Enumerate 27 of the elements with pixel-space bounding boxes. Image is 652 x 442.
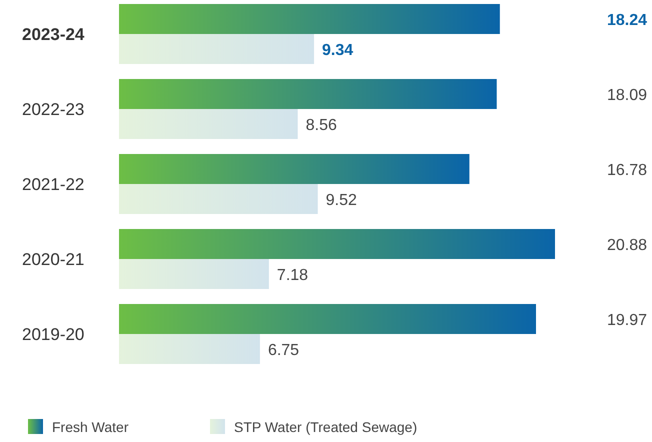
data-label: 16.78 <box>606 162 648 179</box>
bar <box>119 334 260 364</box>
data-label: 7.18 <box>276 267 308 284</box>
y-tick-label: 2023-24 <box>22 25 85 44</box>
data-label: 9.34 <box>322 42 354 59</box>
data-label: 8.56 <box>306 117 337 134</box>
bar <box>119 184 318 214</box>
y-tick-label: 2022-23 <box>22 100 84 119</box>
data-label: 18.09 <box>606 87 648 104</box>
bar <box>119 304 536 334</box>
bar <box>119 34 314 64</box>
legend-label: STP Water (Treated Sewage) <box>234 419 418 435</box>
data-label: 18.24 <box>606 12 648 29</box>
data-label: 20.88 <box>606 237 648 254</box>
bar <box>119 79 497 109</box>
bar <box>119 259 269 289</box>
bar <box>119 4 500 34</box>
y-tick-label: 2020-21 <box>22 250 84 269</box>
legend-label: Fresh Water <box>52 419 129 435</box>
data-label: 6.75 <box>268 342 300 359</box>
bar <box>119 109 298 139</box>
data-label: 19.97 <box>606 312 648 329</box>
y-tick-label: 2019-20 <box>22 325 84 344</box>
y-tick-label: 2021-22 <box>22 175 84 194</box>
bar <box>119 154 470 184</box>
data-label: 9.52 <box>326 192 358 209</box>
bar <box>119 229 555 259</box>
